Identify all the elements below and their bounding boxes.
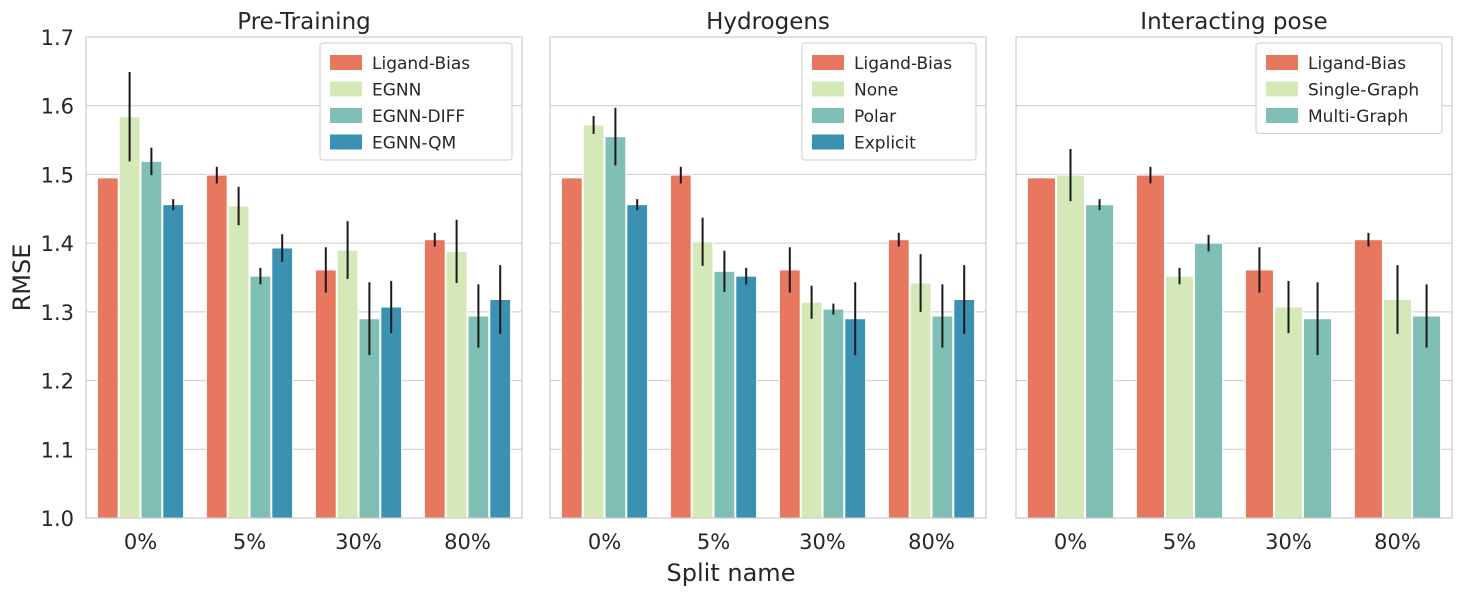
x-tick-label: 80% [908,530,955,554]
legend-swatch [812,134,844,150]
bar [1164,275,1195,519]
legend: Ligand-Bias None Polar Explicit [801,42,977,161]
x-tick-label: 0% [588,530,621,554]
x-tick-label: 5% [233,530,266,554]
bar [140,160,163,519]
panel-frame [85,36,523,519]
legend-swatch [1266,108,1298,123]
legend-label: Polar [854,107,896,127]
bar [1085,204,1115,519]
bar [1026,177,1056,519]
panel-title: Interacting pose [1140,9,1327,35]
bar [1382,298,1413,519]
bar [735,275,758,519]
bar [227,205,250,519]
bar [96,177,119,519]
x-axis-label: Split name [667,559,796,587]
bar [604,136,627,519]
bar [445,250,468,519]
bar [582,124,605,519]
bar [118,116,141,519]
x-tick-label: 30% [335,530,382,554]
legend-label: EGNN [372,81,421,101]
x-tick-label: 0% [124,530,157,554]
bar [800,301,823,519]
legend-label: Ligand-Bias [1308,54,1406,74]
legend: Ligand-Bias Single-Graph Multi-Graph [1255,42,1443,134]
y-tick-label: 1.0 [41,507,74,531]
bar [314,269,337,519]
legend-label: Ligand-Bias [854,54,952,74]
legend-label: EGNN-QM [372,134,456,154]
panel-frame [549,36,987,519]
x-tick-label: 0% [1054,530,1087,554]
legend-swatch [330,134,362,150]
x-tick-label: 5% [1163,530,1196,554]
legend-swatch [330,81,362,97]
panel-title: Hydrogens [706,9,830,35]
y-tick-label: 1.5 [41,163,74,187]
legend-label: Single-Graph [1308,81,1419,101]
bar [778,269,801,519]
bar [1244,269,1274,519]
y-tick-label: 1.6 [41,95,74,119]
x-tick-label: 30% [799,530,846,554]
bar [1273,306,1304,519]
bar [1055,174,1086,519]
legend-label: EGNN-DIFF [372,107,465,127]
legend-label: None [854,81,898,101]
y-axis-label: RMSE [8,244,36,312]
panel-1: Pre-Training 0% 5% 30% 80% 1.0 1.1 1.2 1.3 1.4 1.5… [41,9,523,554]
legend-swatch [1266,81,1298,97]
bar [713,270,736,519]
bar [691,241,714,519]
bar [380,306,403,519]
legend-label: Multi-Graph [1308,107,1408,127]
panel-3: Interacting pose 0% 5% 30% 80% Ligand-Bias Sin… [1015,9,1453,554]
bar [822,308,845,519]
bar [909,282,932,519]
legend-frame [801,42,977,161]
panel-title: Pre-Training [237,9,371,35]
bar [1135,174,1165,519]
bar [271,247,294,519]
bar [626,204,649,519]
bar [423,239,446,519]
panel-2: Hydrogens 0% 5% 30% 80% Ligand-Bias None Polar E… [549,9,987,554]
x-tick-label: 80% [1374,530,1421,554]
x-tick-label: 30% [1265,530,1312,554]
bar [205,174,228,519]
y-tick-label: 1.1 [41,438,74,462]
bar [1353,239,1383,519]
y-tick-label: 1.2 [41,370,74,394]
legend-swatch [812,81,844,97]
bar [1194,242,1224,519]
legend-frame [319,42,513,161]
y-tick-label: 1.3 [41,301,74,325]
bar [162,204,185,519]
bar [336,249,359,519]
legend-swatch [330,55,362,70]
bar [560,177,583,519]
bar [249,275,272,519]
legend-swatch [812,55,844,70]
bar [887,239,910,519]
legend-frame [1255,42,1443,134]
legend-swatch [330,108,362,123]
legend-swatch [812,108,844,123]
x-tick-label: 80% [444,530,491,554]
x-tick-label: 5% [697,530,730,554]
y-tick-label: 1.4 [41,232,74,256]
panel-frame [1015,36,1453,519]
y-tick-label: 1.7 [41,26,74,50]
bar [669,174,692,519]
legend-label: Ligand-Bias [372,54,470,74]
legend: Ligand-Bias EGNN EGNN-DIFF EGNN-QM [319,42,513,161]
legend-label: Explicit [854,134,916,154]
legend-swatch [1266,55,1298,70]
